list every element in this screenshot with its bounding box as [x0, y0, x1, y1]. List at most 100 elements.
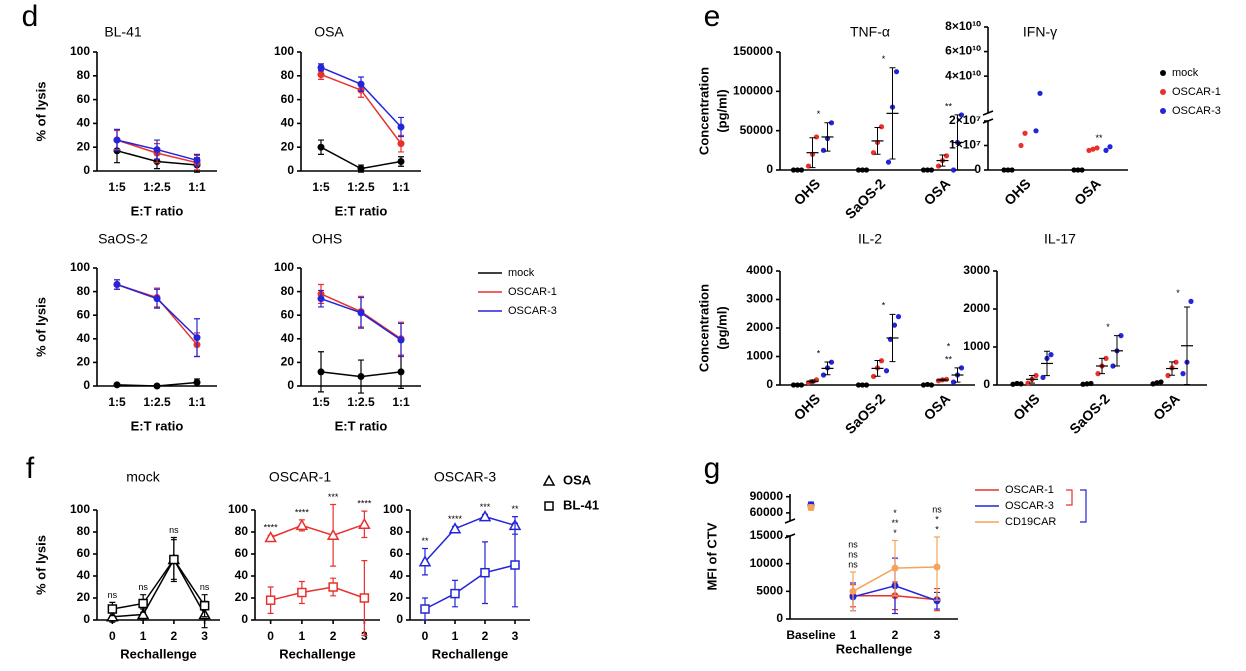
significance: ***: [328, 492, 339, 502]
data-point: [1084, 381, 1090, 387]
data-point: [859, 382, 866, 388]
panel-label: g: [704, 452, 721, 485]
chart-title: OSCAR-3: [434, 469, 496, 485]
axis-break: [982, 110, 994, 116]
data-point: [448, 522, 462, 534]
data-point: [878, 124, 885, 130]
x-tick-label: 2: [892, 628, 899, 642]
data-point: [1088, 380, 1094, 387]
y-tick-label: 60: [281, 92, 295, 106]
y-tick-label: 1000: [963, 339, 990, 353]
y-tick-label: 80: [77, 284, 91, 298]
significance: ns: [138, 582, 148, 592]
data-point: [1094, 145, 1100, 151]
data-point: [820, 372, 827, 378]
data-point: [935, 163, 942, 169]
y-tick-label: 40: [77, 331, 91, 345]
legend-label: OSCAR-3: [1172, 105, 1221, 117]
data-point: [113, 381, 121, 389]
y-tick-label: 100: [383, 502, 403, 516]
data-point: [885, 159, 892, 165]
data-point: [1079, 167, 1085, 173]
series-line: [270, 586, 365, 601]
y-tick-label: 90000: [750, 489, 784, 503]
series-line: [112, 557, 206, 618]
data-point: [193, 334, 201, 342]
y-tick-label: 40: [390, 568, 404, 582]
data-point: [891, 322, 898, 328]
sd-bar: [824, 361, 831, 376]
y-tick-label: 4000: [746, 263, 773, 277]
significance: **: [511, 504, 519, 514]
significance: ns: [848, 539, 858, 549]
data-point: [950, 167, 957, 173]
significance: ns: [848, 559, 858, 569]
data-point: [1071, 167, 1077, 173]
y-tick-label: 1000: [746, 349, 773, 363]
comparison-bracket: [1066, 489, 1073, 506]
chart-title: BL-41: [104, 24, 142, 40]
legend-label: mock: [1172, 67, 1199, 79]
significance: ns: [932, 504, 942, 514]
significance: *: [817, 348, 821, 358]
chart-title: SaOS-2: [98, 231, 148, 247]
significance: **: [945, 101, 953, 111]
y-tick-label: 60000: [750, 505, 784, 519]
data-point: [153, 295, 161, 303]
x-tick-label: 0: [422, 629, 429, 643]
y-tick-label: 0: [776, 611, 783, 625]
sd-bar: [874, 127, 881, 155]
y-tick-label: 0: [83, 612, 90, 626]
y-tick-label: 60: [281, 307, 295, 321]
data-point: [317, 143, 325, 151]
y-tick-label: 40: [281, 116, 295, 130]
data-point: [1048, 352, 1054, 358]
significance: ****: [357, 498, 372, 508]
x-tick-label: OHS: [1001, 175, 1034, 208]
data-point: [397, 336, 405, 344]
legend-label: CD19CAR: [1005, 516, 1056, 528]
data-point: [1018, 381, 1024, 387]
data-point: [265, 595, 276, 605]
series-line: [270, 523, 365, 539]
data-point: [295, 518, 309, 531]
significance: *: [817, 109, 821, 119]
x-axis-label: Rechallenge: [836, 641, 913, 656]
y-tick-label: 40: [77, 116, 91, 130]
panel-label: e: [704, 0, 721, 33]
y-tick-label: 0: [287, 378, 294, 392]
data-point: [317, 295, 325, 303]
legend-label: OSCAR-1: [1172, 86, 1221, 98]
y-tick-label: 20: [390, 590, 404, 604]
significance: *: [893, 508, 897, 518]
data-point: [420, 604, 430, 614]
comparison-bracket: [1080, 489, 1087, 523]
sd-bar: [939, 154, 946, 167]
y-tick-label: 20: [77, 139, 91, 153]
chart-title: OSA: [314, 24, 344, 40]
x-tick-label: OHS: [790, 175, 823, 208]
data-point: [859, 167, 866, 173]
data-point: [357, 165, 365, 173]
data-point: [943, 153, 950, 159]
sd-bar: [824, 122, 831, 152]
legend-label: OSA: [563, 472, 592, 487]
data-point: [958, 365, 965, 371]
data-point: [807, 504, 815, 511]
x-tick-label: 3: [361, 629, 368, 643]
data-point: [893, 69, 900, 75]
data-point: [1080, 381, 1086, 387]
data-point: [855, 167, 862, 173]
chart-title: TNF-α: [850, 24, 890, 40]
data-point: [1118, 333, 1124, 339]
x-tick-label: 1:2.5: [347, 395, 375, 409]
data-point: [1022, 130, 1028, 136]
y-tick-label: 8×10¹⁰: [945, 19, 981, 33]
y-tick-label: 5000: [756, 584, 783, 598]
y-tick-label: 80: [235, 524, 249, 538]
x-tick-label: 1:1: [392, 180, 410, 194]
y-tick-label: 0: [241, 612, 248, 626]
data-point: [1095, 371, 1101, 377]
y-tick-label: 6×10¹⁰: [945, 44, 981, 58]
sd-bar: [1029, 375, 1035, 384]
